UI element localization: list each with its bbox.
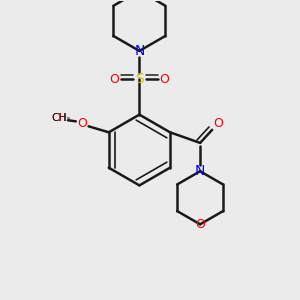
Text: N: N [134,44,145,58]
Text: O: O [195,218,205,231]
Text: O: O [213,117,223,130]
Text: O: O [77,117,87,130]
Text: CH: CH [51,113,67,123]
Text: N: N [195,164,205,178]
Text: CH₃: CH₃ [51,113,70,123]
Text: S: S [135,72,144,86]
Text: O: O [159,73,169,86]
Text: O: O [110,73,120,86]
